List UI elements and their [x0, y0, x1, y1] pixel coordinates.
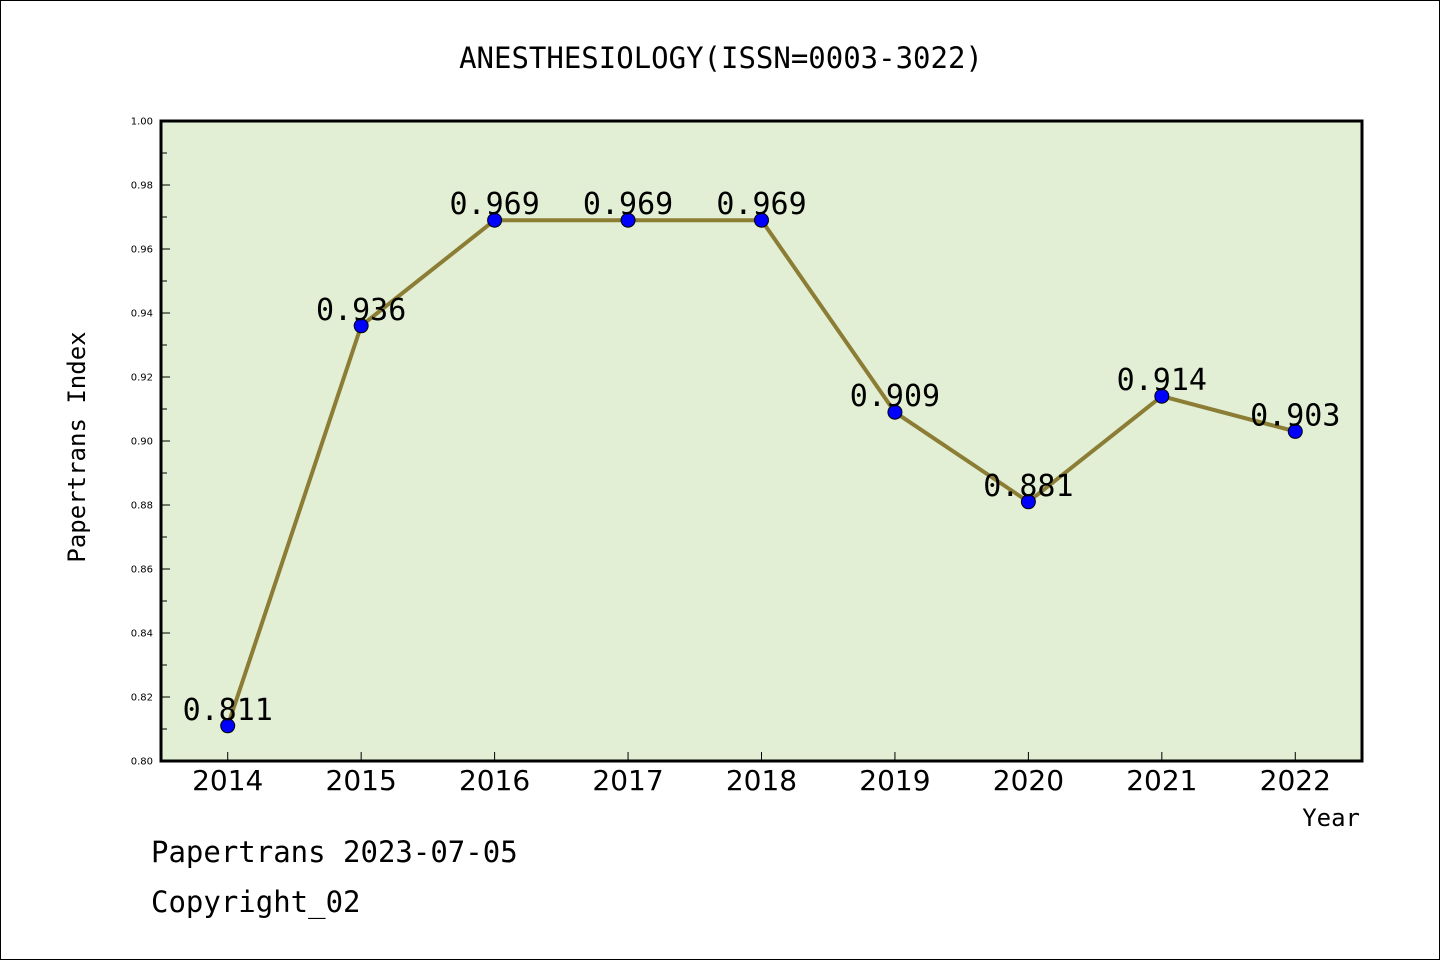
data-point: [1154, 388, 1170, 404]
data-point: [1287, 423, 1303, 439]
data-label: 0.881: [983, 469, 1073, 504]
data-point: [353, 318, 369, 334]
y-tick-label: 0.94: [131, 309, 153, 320]
x-tick-label: 2014: [192, 764, 263, 797]
y-tick-label: 0.92: [131, 373, 153, 384]
data-point: [487, 212, 503, 228]
y-tick-label: 0.84: [131, 629, 153, 640]
data-point: [754, 212, 769, 228]
series-markers: [220, 212, 1303, 734]
y-tick-label: 0.98: [131, 181, 153, 192]
y-tick-label: 0.82: [131, 693, 153, 704]
data-label: 0.969: [583, 187, 673, 222]
y-tick-label: 0.88: [131, 501, 153, 512]
footer-copyright: Copyright_02: [151, 885, 361, 919]
x-tick-label: 2017: [592, 764, 663, 797]
x-tick-label: 2022: [1260, 764, 1331, 797]
y-tick-label: 0.96: [131, 245, 153, 256]
y-tick-label: 0.90: [131, 437, 153, 448]
y-axis: 0.80 0.82 0.84 0.86 0.88 0.90 0.92 0.94 0.96 0.98…: [131, 117, 170, 768]
y-tick-label: 1.00: [131, 117, 153, 128]
data-label: 0.909: [850, 379, 940, 414]
x-tick-label: 2020: [993, 764, 1064, 797]
data-label: 0.914: [1117, 363, 1207, 398]
x-tick-label: 2016: [459, 764, 530, 797]
footer-date: Papertrans 2023-07-05: [151, 835, 518, 869]
data-point: [220, 718, 236, 734]
data-point: [1020, 494, 1036, 510]
x-axis: 2014 2015 2016 2017 2018 2019 2020 2021 2022: [192, 752, 1331, 797]
data-point: [620, 212, 636, 228]
y-tick-label: 0.86: [131, 565, 153, 576]
x-tick-label: 2021: [1126, 764, 1197, 797]
x-tick-label: 2015: [326, 764, 397, 797]
data-point: [887, 404, 903, 420]
data-labels: 0.811 0.936 0.969 0.969 0.969 0.909 0.881 0.914…: [183, 187, 1341, 728]
x-axis-label: Year: [1302, 804, 1360, 832]
y-axis-label: Papertrans Index: [63, 331, 91, 562]
data-label: 0.969: [449, 187, 539, 222]
x-tick-label: 2019: [859, 764, 930, 797]
data-label: 0.936: [316, 293, 406, 328]
chart-title: ANESTHESIOLOGY(ISSN=0003-3022): [459, 41, 983, 75]
data-label: 0.969: [716, 187, 806, 222]
data-label: 0.903: [1250, 398, 1340, 433]
y-tick-label: 0.80: [131, 757, 153, 768]
data-label: 0.811: [183, 693, 273, 728]
x-tick-label: 2018: [726, 764, 797, 797]
